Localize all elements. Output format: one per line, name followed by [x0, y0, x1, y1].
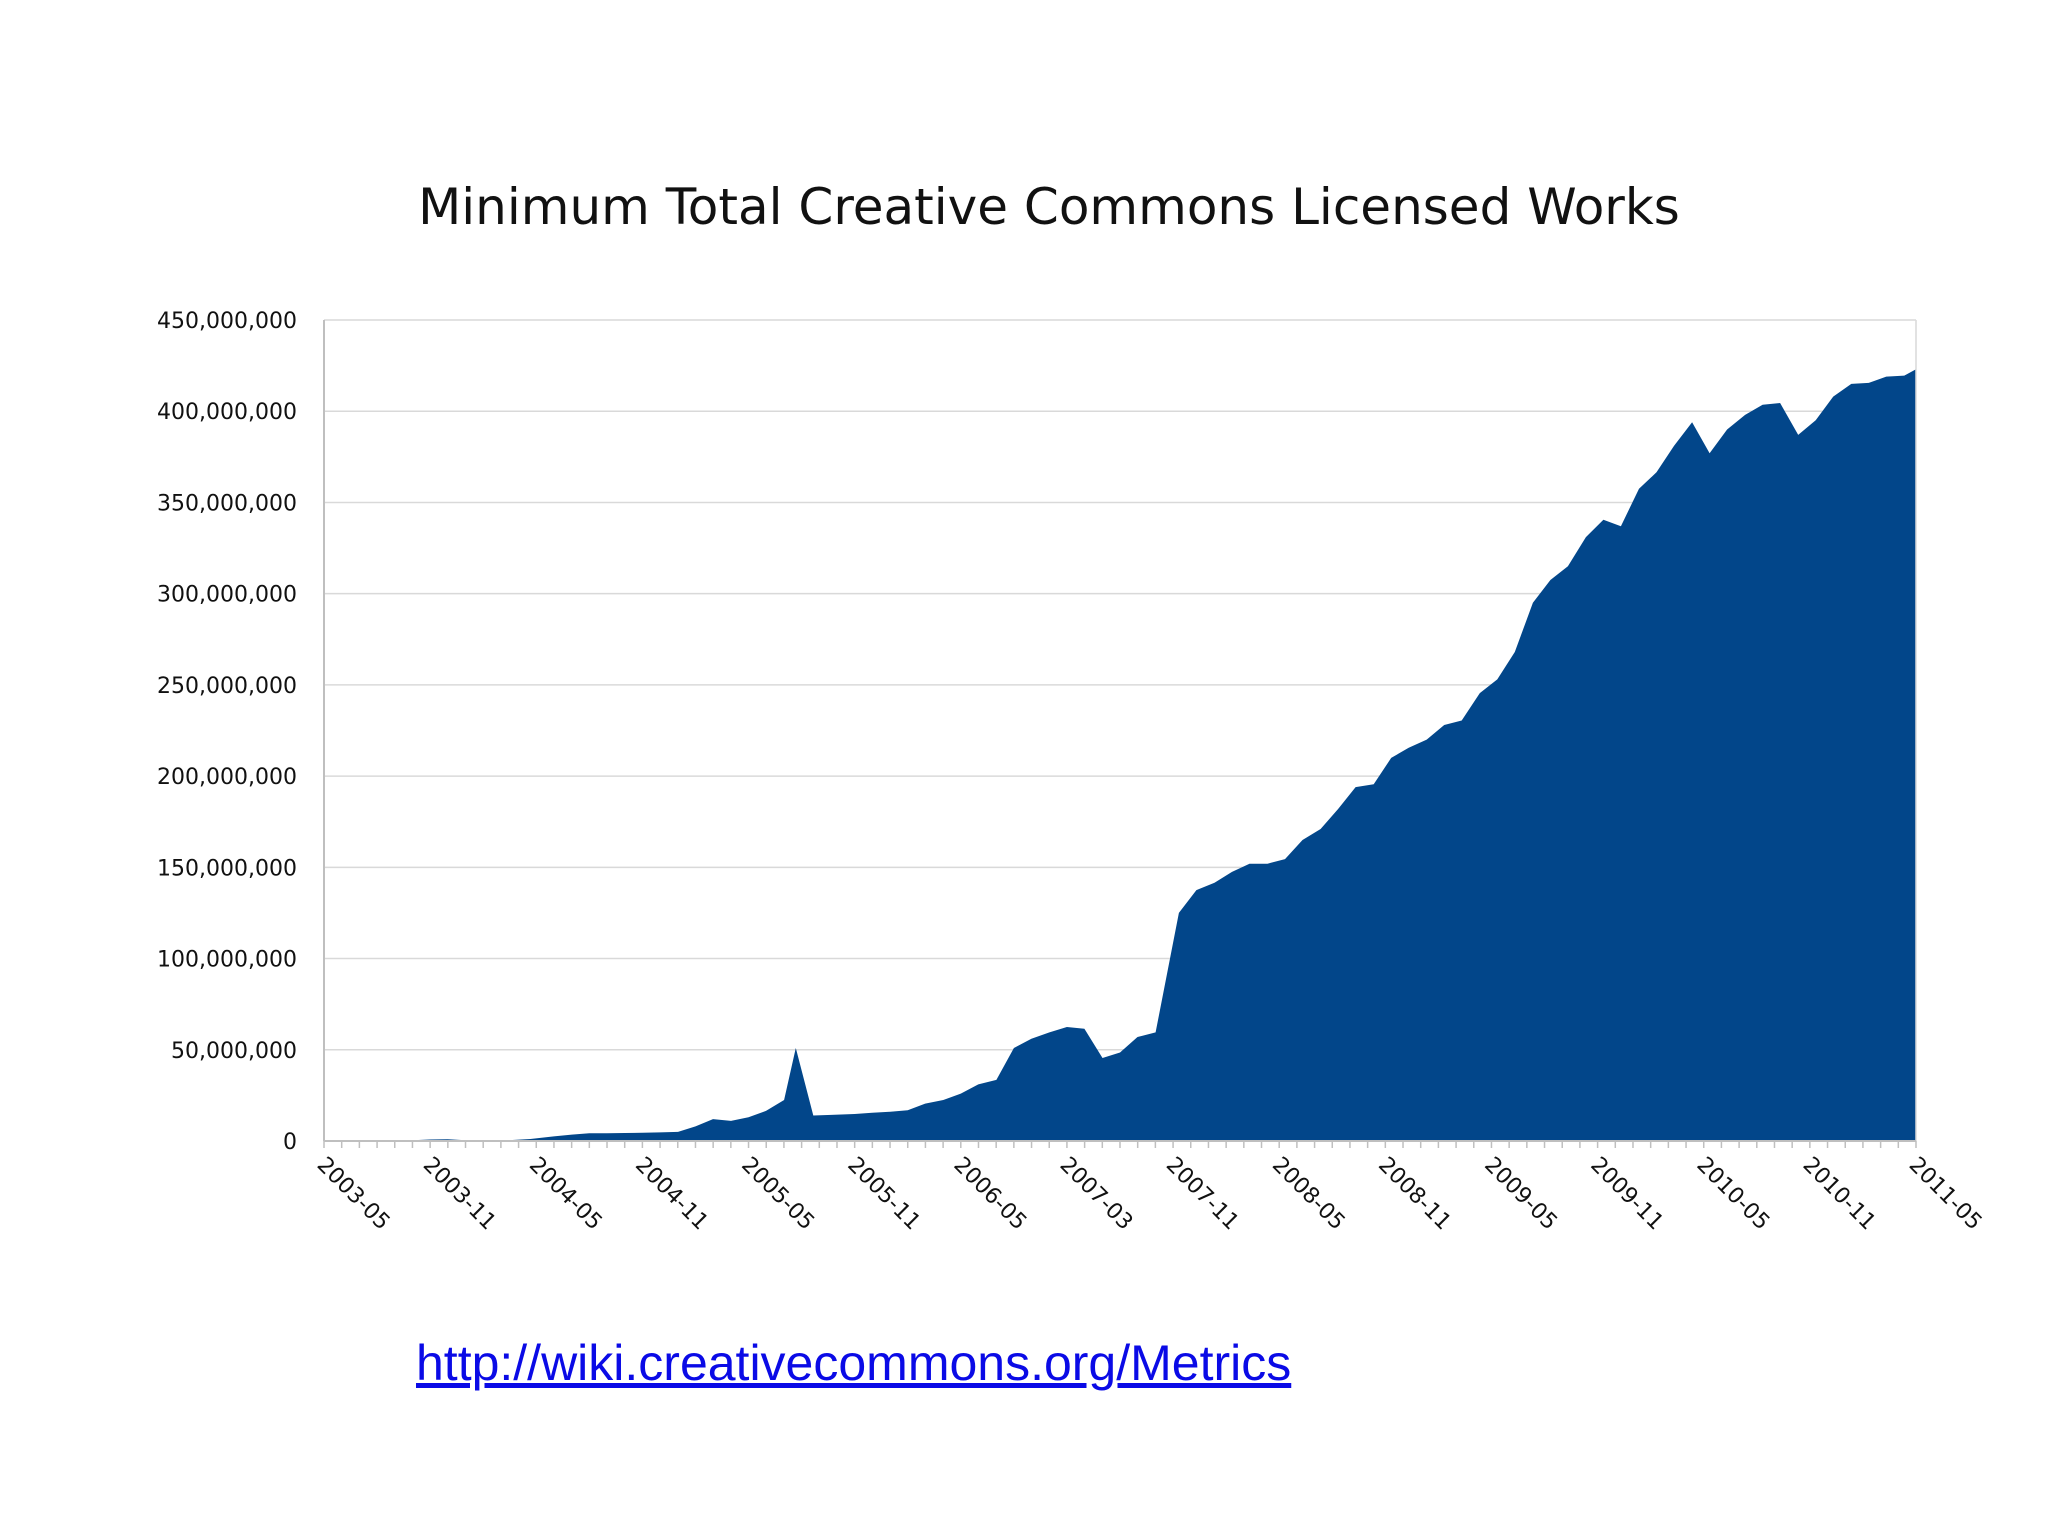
x-tick-label: 2009-11: [1585, 1153, 1668, 1236]
y-tick-label: 350,000,000: [157, 491, 297, 516]
chart-title: Minimum Total Creative Commons Licensed …: [418, 178, 1680, 236]
x-tick-label: 2004-05: [524, 1153, 607, 1236]
x-tick-label: 2010-05: [1691, 1153, 1774, 1236]
x-tick-label: 2005-05: [736, 1153, 819, 1236]
y-tick-label: 100,000,000: [157, 948, 297, 973]
x-axis-ticks: 2003-05 2003-11 2004-05 2004-11 2005-05 2005-…: [312, 1153, 1987, 1236]
x-tick-label: 2010-11: [1798, 1153, 1881, 1236]
x-tick-label: 2011-05: [1904, 1153, 1987, 1236]
x-tick-label: 2004-11: [630, 1153, 713, 1236]
y-tick-label: 300,000,000: [157, 583, 297, 608]
axes: [323, 320, 1917, 1148]
y-tick-label: 200,000,000: [157, 765, 297, 790]
x-tick-label: 2003-05: [312, 1153, 395, 1236]
x-tick-label: 2008-05: [1267, 1153, 1350, 1236]
y-axis-ticks: 0 50,000,000 100,000,000 150,000,000 200,000…: [157, 309, 297, 1155]
x-tick-label: 2006-05: [949, 1153, 1032, 1236]
x-tick-label: 2007-03: [1055, 1153, 1138, 1236]
area-series-fill: [324, 369, 1916, 1141]
x-tick-label: 2008-11: [1373, 1153, 1456, 1236]
y-tick-label: 50,000,000: [171, 1039, 297, 1064]
x-tick-label: 2009-05: [1479, 1153, 1562, 1236]
x-tick-label: 2007-11: [1161, 1153, 1244, 1236]
x-tick-label: 2003-11: [418, 1153, 501, 1236]
area-series: [324, 369, 1916, 1141]
y-tick-label: 150,000,000: [157, 856, 297, 881]
x-tick-label: 2005-11: [842, 1153, 925, 1236]
y-tick-label: 450,000,000: [157, 309, 297, 334]
y-tick-label: 400,000,000: [157, 400, 297, 425]
y-tick-label: 250,000,000: [157, 674, 297, 699]
source-link[interactable]: http://wiki.creativecommons.org/Metrics: [416, 1335, 1292, 1391]
y-tick-label: 0: [283, 1130, 297, 1155]
